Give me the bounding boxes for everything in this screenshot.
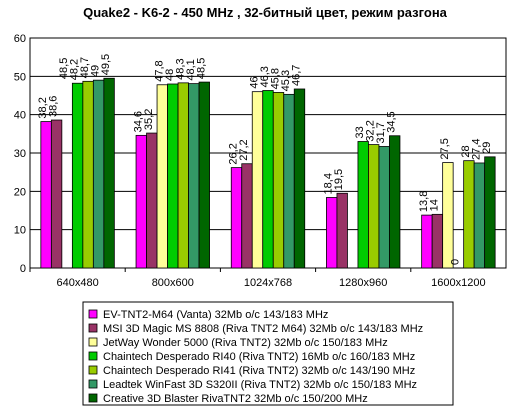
data-label: 14 [428, 199, 440, 211]
bar [82, 80, 94, 269]
legend-label: Chaintech Desperado RI41 (Riva TNT2) 32M… [103, 365, 415, 377]
bar [293, 88, 306, 269]
data-label: 19,5 [333, 169, 345, 190]
data-label: 48,3 [174, 58, 186, 79]
data-label: 35,2 [143, 109, 155, 130]
bar [198, 81, 210, 269]
data-label: 48,5 [195, 58, 207, 79]
data-label: 48,7 [79, 57, 91, 78]
bar [177, 82, 189, 269]
bar [326, 197, 338, 269]
data-label: 45,8 [270, 68, 282, 89]
chart-title: Quake2 - K6-2 - 450 MHz , 32-битный цвет… [83, 5, 448, 20]
data-label: 33 [354, 126, 366, 138]
data-label: 32,2 [365, 120, 377, 141]
legend: EV-TNT2-M64 (Vanta) 32Mb o/c 143/183 MHz… [82, 301, 454, 406]
bar [357, 141, 369, 269]
data-label: 34,6 [132, 111, 144, 132]
data-label: 29 [481, 142, 493, 154]
x-tick-label: 1600x1200 [431, 277, 485, 289]
y-tick-label: 50 [14, 71, 26, 83]
legend-label: JetWay Wonder 5000 (Riva TNT2) 32Mb o/c … [103, 337, 388, 349]
legend-label: EV-TNT2-M64 (Vanta) 32Mb o/c 143/183 MHz [103, 309, 328, 321]
bar [283, 93, 295, 269]
data-label: 48,1 [185, 59, 197, 80]
data-label: 48,2 [69, 59, 81, 80]
legend-swatch [88, 323, 98, 333]
data-label: 34,5 [386, 111, 398, 132]
legend-swatch [88, 309, 98, 319]
bar [442, 162, 454, 269]
bar [50, 119, 63, 269]
data-label: 27,2 [238, 139, 250, 160]
bar [421, 214, 433, 269]
bar [167, 83, 179, 269]
data-label: 18,4 [323, 173, 335, 194]
bar [368, 144, 380, 269]
bar [431, 213, 444, 269]
bar [188, 83, 200, 269]
legend-swatch [88, 393, 98, 403]
bar [71, 82, 84, 269]
data-label: 28 [460, 145, 472, 157]
data-label: 46,7 [291, 65, 303, 86]
x-tick-label: 640x480 [56, 277, 98, 289]
bar [40, 121, 52, 269]
bar [484, 156, 496, 269]
bar [241, 163, 253, 269]
bar [103, 77, 115, 269]
bar [336, 192, 348, 269]
legend-swatch [88, 337, 98, 347]
bar [156, 84, 168, 269]
bar [272, 92, 285, 269]
data-label: 27,5 [439, 138, 451, 159]
y-tick-label: 30 [14, 148, 26, 160]
bar [135, 134, 147, 269]
y-tick-label: 10 [14, 225, 26, 237]
legend-label: MSI 3D Magic MS 8808 (Riva TNT2 M64) 32M… [103, 323, 423, 335]
data-label: 13,8 [418, 191, 430, 212]
legend-box [82, 301, 454, 406]
legend-swatch [88, 351, 98, 361]
legend-label: Creative 3D Blaster RivaTNT2 32Mb o/c 15… [103, 393, 368, 405]
y-tick-label: 20 [14, 186, 26, 198]
x-tick-label: 1024x768 [244, 277, 292, 289]
data-label: 31,7 [375, 122, 387, 143]
data-label: 47,8 [153, 60, 165, 81]
data-label: 46 [249, 76, 261, 88]
data-label: 49,5 [100, 54, 112, 75]
bar [378, 146, 390, 269]
y-tick-label: 40 [14, 110, 26, 122]
bar [92, 79, 105, 269]
legend-label: Leadtek WinFast 3D S320II (Riva TNT2) 32… [103, 379, 417, 391]
bar [463, 160, 475, 269]
bar [262, 90, 274, 269]
data-label: 0 [449, 259, 461, 265]
data-label: 45,3 [280, 70, 292, 91]
legend-swatch [88, 379, 98, 389]
data-label: 27,4 [470, 139, 482, 160]
y-tick-label: 60 [14, 33, 26, 45]
legend-label: Chaintech Desperado RI40 (Riva TNT2) 16M… [103, 351, 415, 363]
data-label: 26,2 [228, 143, 240, 164]
legend-swatch [88, 365, 98, 375]
bar [230, 167, 243, 269]
bar [146, 132, 158, 269]
data-label: 38,2 [37, 97, 49, 118]
x-tick-label: 800x600 [152, 277, 194, 289]
bar [389, 135, 401, 269]
y-tick-label: 0 [20, 263, 26, 275]
bar [251, 91, 264, 269]
bar [473, 162, 486, 269]
data-label: 38,6 [48, 96, 60, 117]
data-label: 48,5 [58, 58, 70, 79]
data-label: 48 [164, 69, 176, 81]
x-tick-label: 1280x960 [339, 277, 387, 289]
data-label: 46,3 [259, 66, 271, 87]
data-label: 49 [90, 65, 102, 77]
